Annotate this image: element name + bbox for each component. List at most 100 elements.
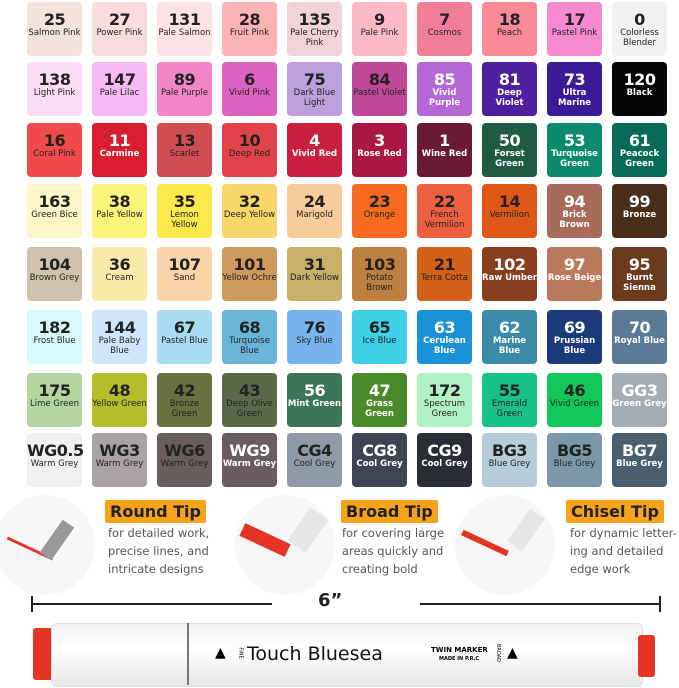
color-swatch: 27 Power Pink: [92, 2, 147, 56]
swatch-name: Orange: [363, 210, 396, 220]
swatch-number: 32: [238, 192, 261, 211]
desc-line: ing and detailed: [570, 544, 664, 558]
swatch-name: Power Pink: [96, 28, 143, 38]
swatch-number: 0: [634, 10, 645, 29]
swatch-number: CG9: [427, 441, 462, 460]
swatch-number: 85: [433, 70, 456, 89]
swatch-name: Blue Grey: [616, 459, 663, 469]
color-swatch: 46 Vivid Green: [547, 373, 602, 427]
color-swatch: CG4 Cool Grey: [287, 433, 342, 487]
swatch-name: Pale Yellow: [96, 210, 143, 220]
color-swatch: 75 Dark Blue Light: [287, 62, 342, 116]
color-swatch: 89 Pale Purple: [157, 62, 212, 116]
color-swatch: 84 Pastel Violet: [352, 62, 407, 116]
swatch-name: Warm Grey: [30, 459, 79, 469]
swatch-name: Peacock Green: [619, 149, 660, 169]
swatch-number: 102: [493, 255, 526, 274]
swatch-number: GG3: [621, 381, 658, 400]
swatch-number: 99: [628, 192, 651, 211]
swatch-name: Deep Violet: [495, 88, 524, 108]
color-swatch: 23 Orange: [352, 184, 407, 238]
color-swatch: 95 Burnt Sienna: [612, 247, 667, 301]
swatch-number: 3: [374, 131, 385, 150]
swatch-number: 6: [244, 70, 255, 89]
swatch-number: 147: [103, 70, 136, 89]
swatch-name: Royal Blue: [614, 336, 665, 346]
swatch-number: CG4: [297, 441, 332, 460]
color-swatch: 182 Frost Blue: [27, 310, 82, 364]
color-swatch: 0 Colorless Blender: [612, 2, 667, 56]
color-swatch: 97 Rose Beige: [547, 247, 602, 301]
swatch-name: Prussian Blue: [553, 336, 596, 356]
color-swatch: 11 Carmine: [92, 123, 147, 177]
color-swatch: 48 Yellow Green: [92, 373, 147, 427]
swatch-number: 175: [38, 381, 71, 400]
swatch-name: Pale Lilac: [99, 88, 140, 98]
swatch-number: 131: [168, 10, 201, 29]
swatch-name: Vivid Purple: [428, 88, 461, 108]
swatch-number: 27: [108, 10, 131, 29]
swatch-name: Sky Blue: [296, 336, 333, 346]
swatch-number: 120: [623, 70, 656, 89]
swatch-number: 135: [298, 10, 331, 29]
color-swatch: 3 Rose Red: [352, 123, 407, 177]
swatch-name: Pale Purple: [160, 88, 209, 98]
color-swatch: 101 Yellow Ochre: [222, 247, 277, 301]
color-swatch: 67 Pastel Blue: [157, 310, 212, 364]
desc-line: intricate designs: [108, 562, 204, 576]
chisel-tip-badge: Chisel Tip: [566, 500, 664, 523]
swatch-name: Marine Blue: [492, 336, 527, 356]
color-swatch: 14 Vermilion: [482, 184, 537, 238]
swatch-name: Turquoise Blue: [229, 336, 270, 356]
swatch-number: 16: [43, 131, 66, 150]
swatch-number: CG8: [362, 441, 397, 460]
swatch-name: Raw Umber: [482, 273, 537, 283]
color-swatch: BG3 Blue Grey: [482, 433, 537, 487]
swatch-number: 73: [563, 70, 586, 89]
color-swatch: 163 Green Bice: [27, 184, 82, 238]
swatch-number: 13: [173, 131, 196, 150]
swatch-name: Scarlet: [169, 149, 200, 159]
color-swatch: 25 Salmon Pink: [27, 2, 82, 56]
swatch-name: Lime Green: [29, 399, 80, 409]
swatch-name: Yellow Ochre: [222, 273, 277, 283]
color-swatch: 18 Peach: [482, 2, 537, 56]
color-swatch: 65 Ice Blue: [352, 310, 407, 364]
swatch-name: Pale Baby Blue: [98, 336, 141, 356]
color-swatch: CG8 Cool Grey: [352, 433, 407, 487]
color-swatch: 104 Brown Grey: [27, 247, 82, 301]
swatch-number: 10: [238, 131, 261, 150]
swatch-name: Warm Grey: [160, 459, 209, 469]
swatch-number: 56: [303, 381, 326, 400]
marker: FINE ▲ Touch Bluesea TWIN MARKER MADE IN…: [33, 623, 655, 687]
swatch-number: 61: [628, 131, 651, 150]
swatch-name: Brown Grey: [29, 273, 80, 283]
fine-label: FINE: [237, 647, 244, 659]
swatch-number: 138: [38, 70, 71, 89]
color-swatch: WG0.5 Warm Grey: [27, 433, 84, 487]
color-swatch: 69 Prussian Blue: [547, 310, 602, 364]
swatch-name: Yellow Green: [92, 399, 147, 409]
swatch-number: 62: [498, 318, 521, 337]
swatch-number: WG3: [99, 441, 140, 460]
desc-line: creating bold: [342, 562, 418, 576]
color-swatch: 28 Fruit Pink: [222, 2, 277, 56]
swatch-name: Dark Blue Light: [293, 88, 336, 108]
color-swatch: 53 Turquoise Green: [547, 123, 602, 177]
swatch-number: 103: [363, 255, 396, 274]
swatch-number: BG3: [492, 441, 527, 460]
swatch-number: 55: [498, 381, 521, 400]
swatch-name: Bronze: [622, 210, 657, 220]
desc-line: for covering large: [342, 526, 445, 540]
swatch-number: 101: [233, 255, 266, 274]
swatch-name: Salmon Pink: [28, 28, 81, 38]
swatch-name: Peach: [496, 28, 523, 38]
swatch-number: 172: [428, 381, 461, 400]
swatch-number: 107: [168, 255, 201, 274]
swatch-name: Rose Beige: [547, 273, 602, 283]
swatch-name: Spectrum Green: [423, 399, 466, 419]
swatch-name: Potato Brown: [365, 273, 394, 293]
swatch-number: 18: [498, 10, 521, 29]
broad-tip-icon: ▲: [507, 645, 518, 661]
swatch-number: 47: [368, 381, 391, 400]
